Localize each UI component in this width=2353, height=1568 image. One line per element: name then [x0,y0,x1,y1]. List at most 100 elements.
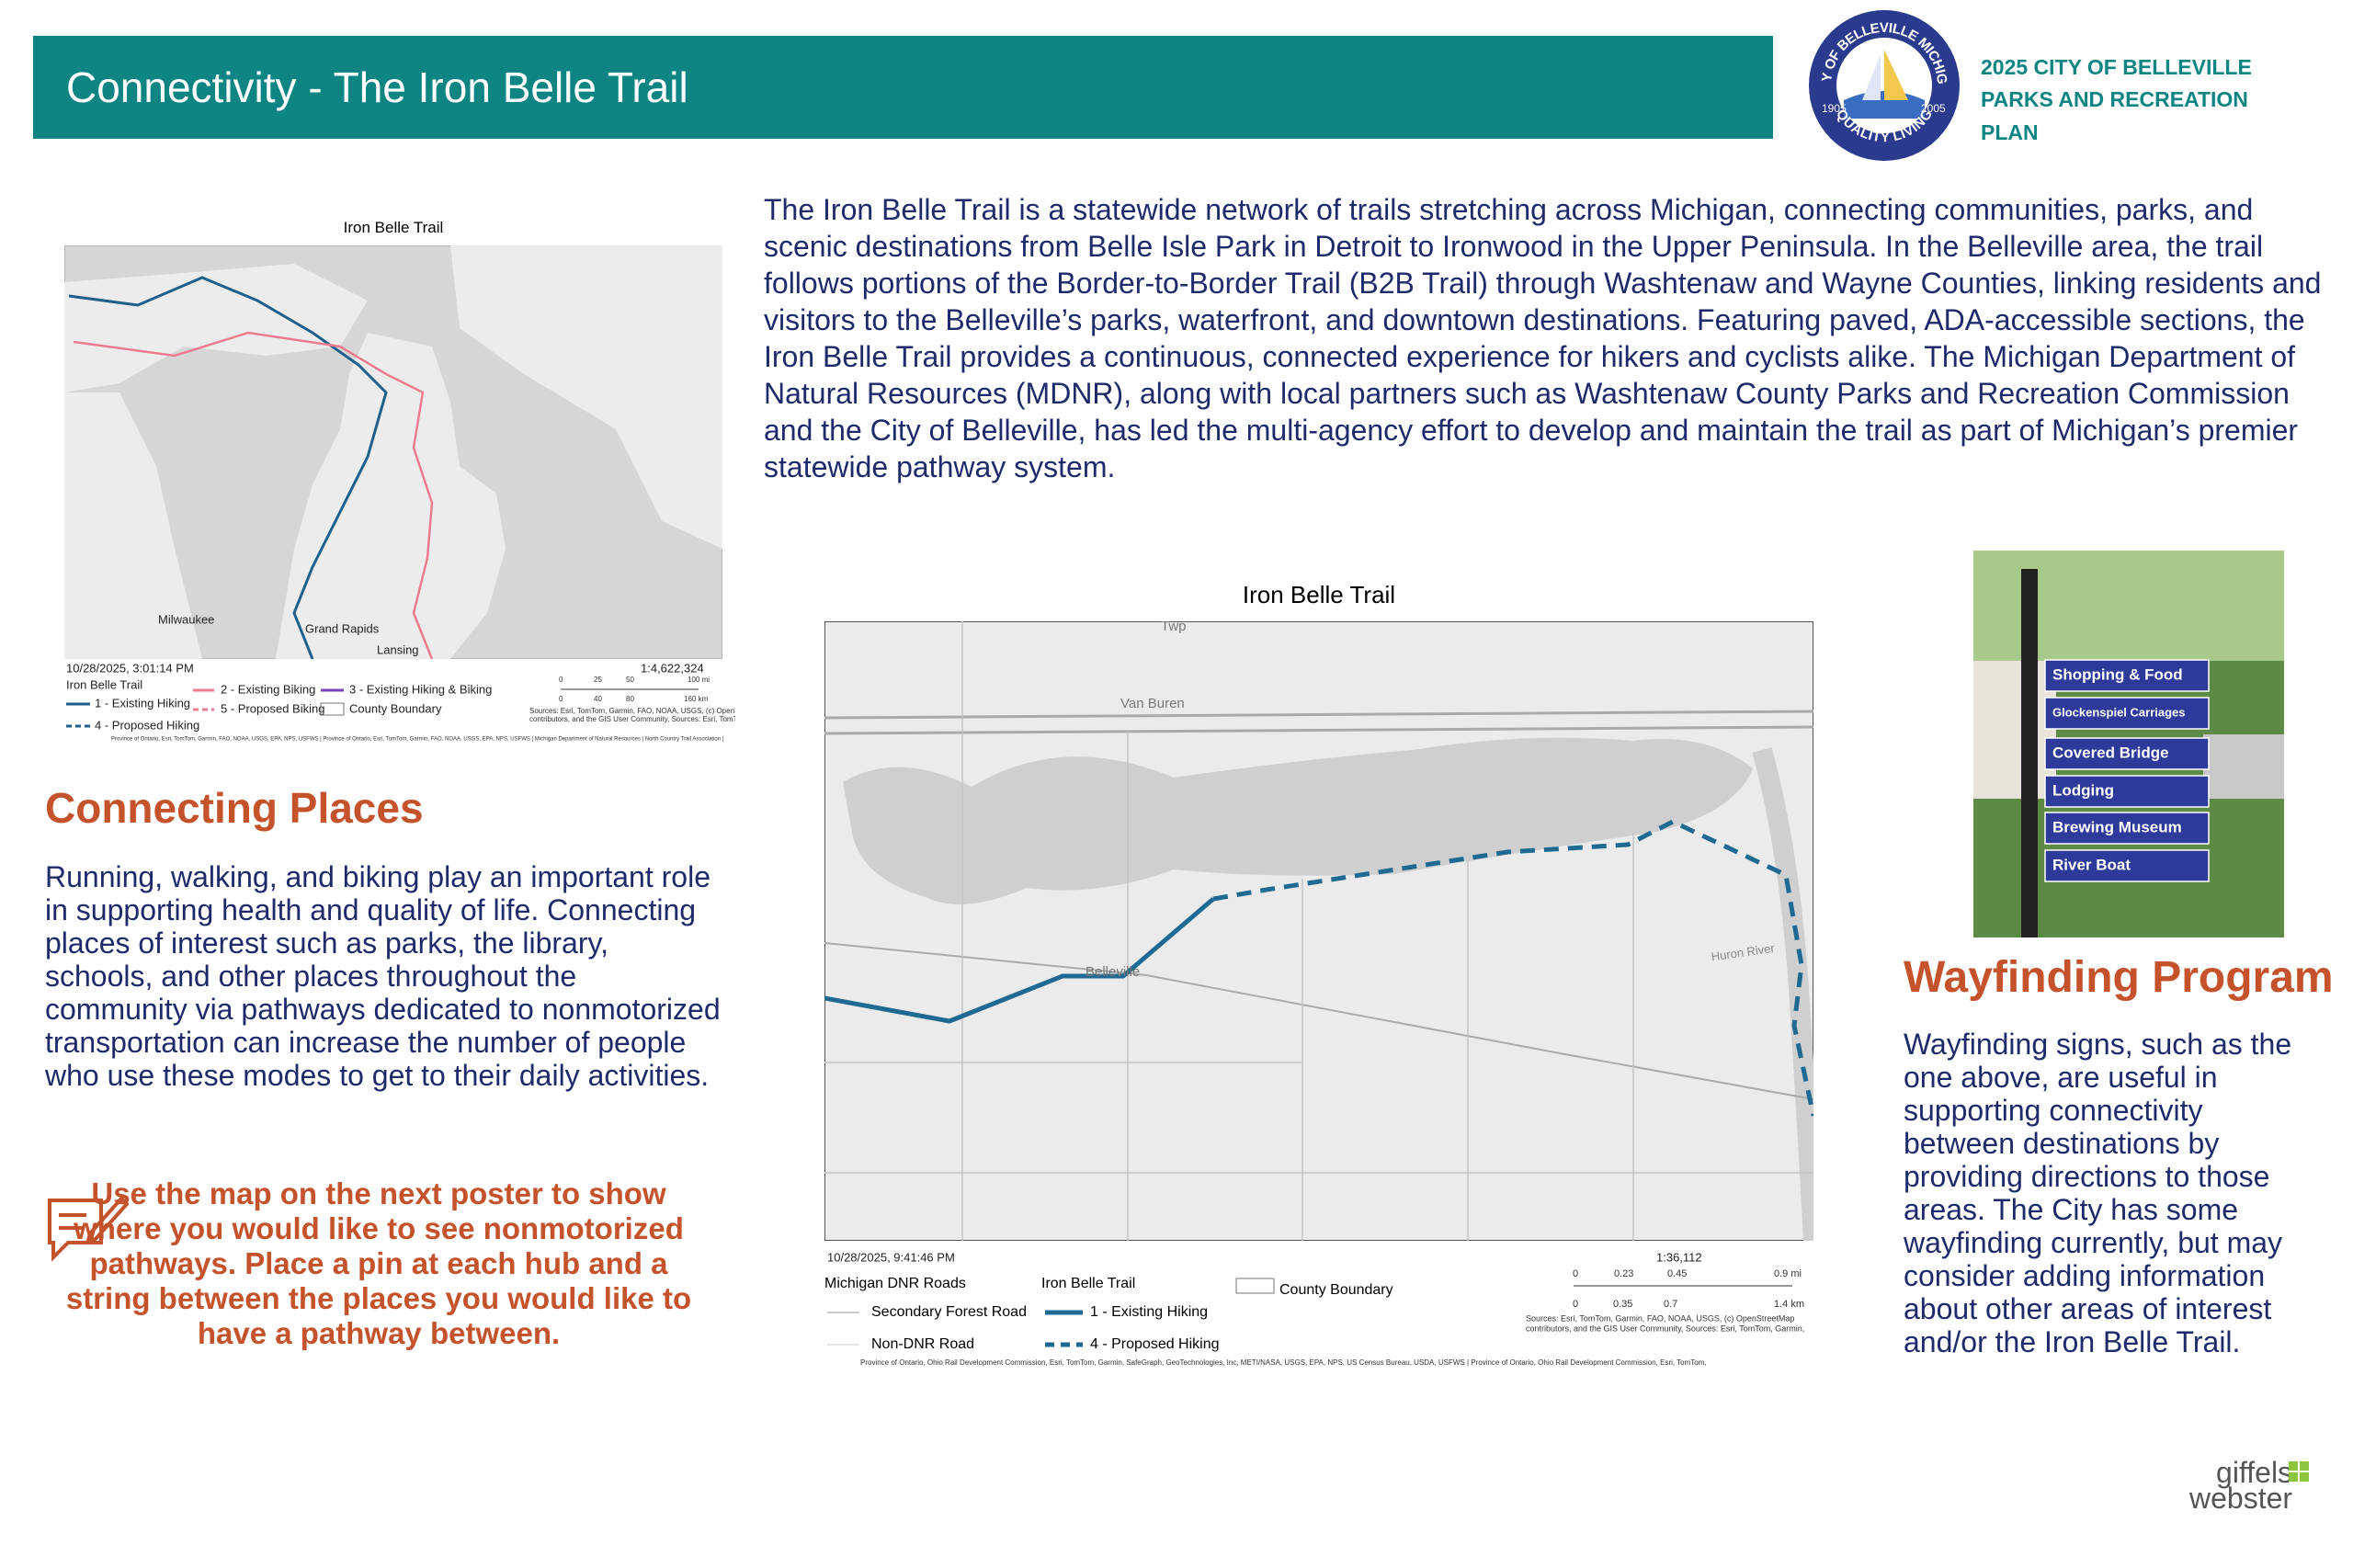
map-land [64,264,368,392]
city-logo: CITY OF BELLEVILLE MICHIGAN QUALITY LIVI… [1807,8,1960,161]
local-map: Twp Van Buren Belleville Huron River [824,621,1813,1241]
wayfinding-photo: Shopping & Food Glockenspiel Carriages Cov… [1973,551,2284,937]
local-map-legend: 10/28/2025, 9:41:46 PM 1:36,112 Michigan… [824,1250,1804,1367]
note-icon [48,1196,129,1262]
logo-year: 1905 [1822,102,1847,115]
brand-square [2289,1461,2298,1471]
map-sources: contributors, and the GIS User Community… [529,715,735,723]
trail-proposed [1212,819,1813,1117]
brand-mark [2289,1461,2309,1482]
scale-label: 100 mi [688,676,710,684]
place-label: Van Buren [1120,696,1185,711]
scale-label: 0.23 [1614,1268,1633,1279]
sign-text: Covered Bridge [2052,744,2169,761]
brand-square [2289,1472,2298,1482]
place-label: Twp [1161,621,1187,634]
brand-text: giffels [2216,1456,2293,1489]
road [824,942,1813,1100]
sign-text: River Boat [2052,856,2131,873]
map-land [276,333,506,659]
trail-existing [824,897,1215,1024]
brand-logo: giffels webster [2189,1456,2293,1515]
scale-label: 50 [626,676,634,684]
scale-label: 0.45 [1667,1268,1687,1279]
sign-panel [2044,659,2210,692]
scale-label: 80 [626,695,634,703]
map-scale: 1:36,112 [1656,1250,1702,1264]
scale-label: 0 [559,695,563,703]
sign-text: Glockenspiel Carriages [2052,705,2186,719]
map-credits: Province of Ontario, Esri, TomTom, Garmi… [111,737,724,743]
org-line: 2025 CITY OF BELLEVILLE [1981,55,2252,79]
place-label: Grand Rapids [305,621,380,635]
state-map: Milwaukee Grand Rapids Lansing [64,245,722,659]
sign-text: Shopping & Food [2052,665,2183,683]
map-sources: Sources: Esri, TomTom, Garmin, FAO, NOAA… [529,707,735,715]
legend-label: 4 - Proposed Hiking [95,718,199,732]
map-date: 10/28/2025, 3:01:14 PM [66,661,194,675]
highway [824,725,1813,735]
sign-panel [2044,697,2210,730]
header-bar [33,36,1773,139]
section-heading: Wayfinding Program [1904,953,2334,1002]
logo-sail [1862,54,1881,100]
section-body: Running, walking, and biking play an imp… [45,860,721,1092]
section-heading: Connecting Places [45,784,424,832]
legend-swatch [320,702,345,716]
road [824,621,1813,1241]
legend-label: 3 - Existing Hiking & Biking [349,682,492,696]
legend-label: County Boundary [349,701,442,715]
scale-label: 0 [559,676,563,684]
scale-label: 0.7 [1664,1299,1677,1310]
photo-house [1973,661,2056,799]
sign-panel [2044,775,2210,808]
map-scale: 1:4,622,324 [641,661,704,675]
map-land [64,392,202,659]
sign-text: Lodging [2052,781,2114,799]
scale-label: 40 [594,695,602,703]
brand-square [2300,1461,2309,1471]
title: Connectivity - The Iron Belle Trail [66,63,688,111]
legend-label: Secondary Forest Road [871,1304,1027,1320]
callout: Use the map on the next poster to show w… [65,1176,692,1350]
icon-pen [85,1196,129,1244]
icon-bubble [48,1199,103,1262]
scale-label: 0 [1573,1299,1578,1310]
map-land [450,245,722,549]
org-line: PLAN [1981,120,2039,144]
sign-pole [2021,569,2038,937]
map-credits: Province of Ontario, Ohio Rail Developme… [860,1358,1707,1367]
place-label: Lansing [377,642,419,656]
map-land [824,621,1813,1241]
scale-label: 160 km [684,695,709,703]
trail-existing-hiking [68,276,388,659]
river [1752,747,1813,1241]
legend-label: Non-DNR Road [871,1336,974,1352]
legend-label: County Boundary [1279,1282,1393,1298]
logo-sail [1884,50,1908,100]
sign-panel [2044,737,2210,770]
map-date: 10/28/2025, 9:41:46 PM [827,1250,955,1264]
photo-sky [1973,551,2284,661]
legend-label: 1 - Existing Hiking [95,696,190,710]
org-line: PARKS AND RECREATION [1981,87,2248,111]
legend-title: Iron Belle Trail [1041,1276,1135,1291]
section-body: Wayfinding signs, such as the one above,… [1904,1028,2292,1358]
sign-panel [2044,812,2210,845]
logo-year: 2005 [1921,102,1946,115]
place-label: Belleville [1086,964,1140,980]
legend-label: 1 - Existing Hiking [1090,1304,1208,1320]
sign-text: Brewing Museum [2052,818,2182,835]
scale-label: 0.9 mi [1774,1268,1802,1279]
place-label: Milwaukee [158,612,214,626]
map-sources: Sources: Esri, TomTom, Garmin, FAO, NOAA… [1526,1313,1794,1323]
lake [843,737,1753,904]
map-sources: contributors, and the GIS User Community… [1526,1324,1804,1333]
brand-square [2300,1472,2309,1482]
brand-text: webster [2189,1482,2293,1515]
trail-biking [73,331,434,659]
scale-label: 25 [594,676,602,684]
highway [824,710,1813,720]
sign-panel [2044,849,2210,882]
